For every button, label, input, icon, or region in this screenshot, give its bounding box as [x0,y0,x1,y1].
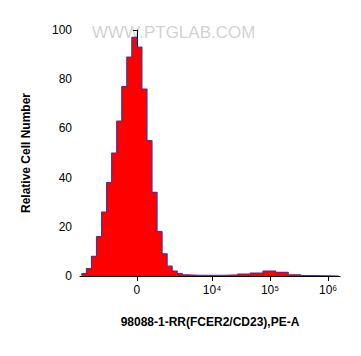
svg-text:10⁵: 10⁵ [261,283,279,297]
svg-text:Relative Cell Number: Relative Cell Number [19,93,33,213]
svg-text:10⁴: 10⁴ [203,283,222,297]
svg-text:0: 0 [65,269,72,283]
svg-text:20: 20 [59,220,73,234]
svg-text:100: 100 [52,23,72,37]
svg-text:60: 60 [59,121,73,135]
svg-text:10⁶: 10⁶ [319,283,337,297]
svg-text:40: 40 [59,171,73,185]
svg-text:0: 0 [134,283,141,297]
svg-text:WWW.PTGLAB.COM: WWW.PTGLAB.COM [92,23,255,42]
svg-text:98088-1-RR(FCER2/CD23),PE-A: 98088-1-RR(FCER2/CD23),PE-A [121,315,300,329]
svg-text:80: 80 [59,72,73,86]
